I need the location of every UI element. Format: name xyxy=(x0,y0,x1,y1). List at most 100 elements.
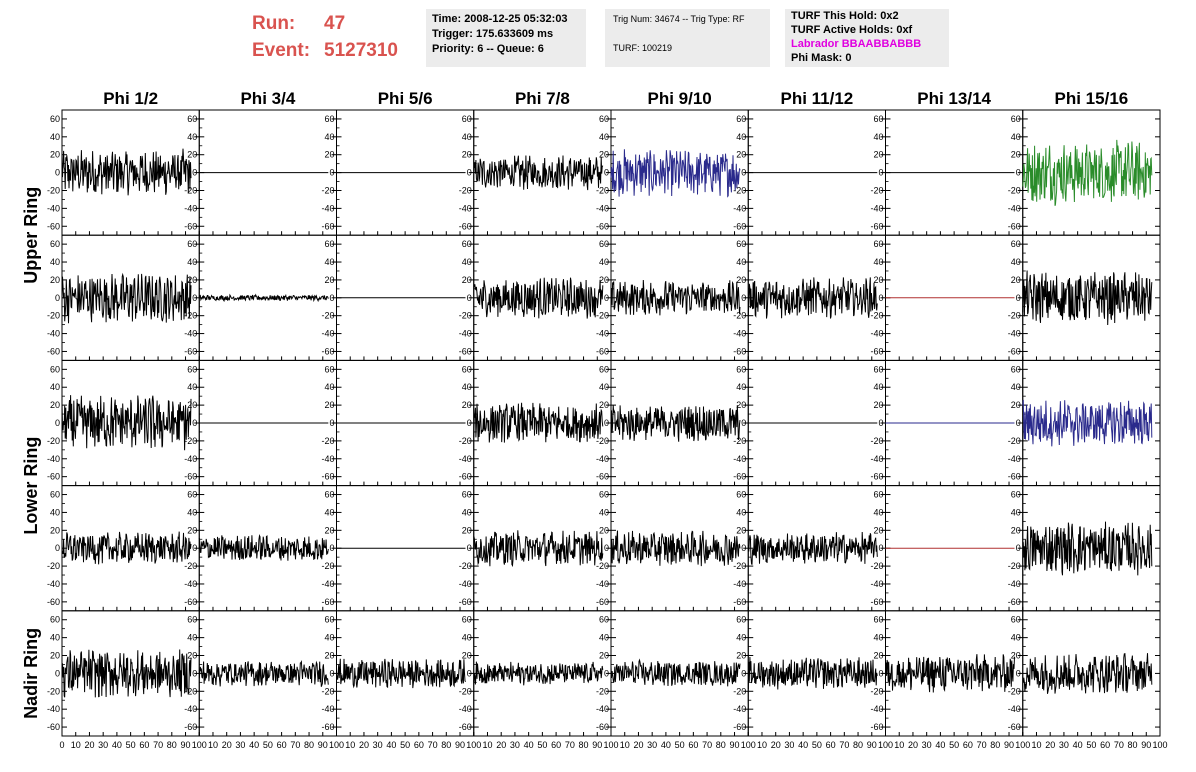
y-tick-label: 40 xyxy=(736,507,746,517)
waveform-trace xyxy=(747,531,878,565)
y-tick-label: -40 xyxy=(321,203,334,213)
x-tick-label: 60 xyxy=(1100,740,1110,750)
y-tick-label: 20 xyxy=(736,400,746,410)
y-tick-label: 0 xyxy=(55,293,60,303)
y-tick-label: 20 xyxy=(736,525,746,535)
y-tick-label: -60 xyxy=(1008,597,1021,607)
y-tick-label: 40 xyxy=(736,633,746,643)
priority-text: Priority: 6 -- Queue: 6 xyxy=(432,43,544,55)
y-tick-label: 0 xyxy=(467,668,472,678)
turf-text: TURF: 100219 xyxy=(613,43,673,53)
x-tick-label: 10 xyxy=(345,740,355,750)
x-tick-label: 60 xyxy=(414,740,424,750)
y-tick-label: -40 xyxy=(1008,704,1021,714)
y-tick-label: 60 xyxy=(599,114,609,124)
y-tick-label: 0 xyxy=(55,543,60,553)
trigger-text: Trigger: 175.633609 ms xyxy=(432,28,554,40)
panel-frame xyxy=(747,234,886,361)
x-tick-label: 10 xyxy=(894,740,904,750)
y-tick-label: 20 xyxy=(462,400,472,410)
y-tick-label: -60 xyxy=(870,221,883,231)
y-tick-label: 20 xyxy=(599,651,609,661)
y-tick-label: -60 xyxy=(733,597,746,607)
y-tick-label: -20 xyxy=(459,686,472,696)
y-tick-label: -60 xyxy=(459,722,472,732)
time-info-box: Time: 2008-12-25 05:32:03 Trigger: 175.6… xyxy=(426,9,586,67)
y-tick-label: 20 xyxy=(50,400,60,410)
y-tick-label: -40 xyxy=(321,454,334,464)
x-tick-label: 50 xyxy=(1086,740,1096,750)
y-tick-label: 40 xyxy=(873,633,883,643)
y-tick-label: -20 xyxy=(459,436,472,446)
y-tick-label: -20 xyxy=(321,686,334,696)
y-tick-label: -60 xyxy=(184,221,197,231)
x-tick-label: 40 xyxy=(798,740,808,750)
y-tick-label: -40 xyxy=(459,329,472,339)
y-tick-label: 60 xyxy=(1011,364,1021,374)
y-tick-label: 60 xyxy=(1011,114,1021,124)
y-tick-label: 20 xyxy=(50,275,60,285)
y-tick-label: -40 xyxy=(733,329,746,339)
y-tick-label: 0 xyxy=(604,543,609,553)
column-title: Phi 1/2 xyxy=(103,89,158,108)
y-tick-label: 40 xyxy=(599,132,609,142)
y-tick-label: 0 xyxy=(1016,293,1021,303)
y-tick-label: 20 xyxy=(324,651,334,661)
x-tick-label: 90 xyxy=(1004,740,1014,750)
y-tick-label: 60 xyxy=(1011,615,1021,625)
y-tick-label: 0 xyxy=(741,168,746,178)
x-tick-label: 80 xyxy=(990,740,1000,750)
x-tick-label: 50 xyxy=(126,740,136,750)
y-tick-label: -60 xyxy=(1008,722,1021,732)
turf-info-box: TURF This Hold: 0x2 TURF Active Holds: 0… xyxy=(785,9,949,67)
x-tick-label: 10 xyxy=(1031,740,1041,750)
y-tick-label: -40 xyxy=(596,203,609,213)
y-tick-label: -40 xyxy=(47,704,60,714)
y-tick-label: -40 xyxy=(459,704,472,714)
y-tick-label: 20 xyxy=(462,651,472,661)
y-tick-label: 40 xyxy=(50,507,60,517)
y-tick-label: -40 xyxy=(596,454,609,464)
event-label: Event: xyxy=(252,40,311,61)
y-tick-label: 40 xyxy=(873,257,883,267)
y-tick-label: -20 xyxy=(733,561,746,571)
waveform-trace xyxy=(610,530,741,567)
y-tick-label: 0 xyxy=(192,418,197,428)
x-tick-label: 50 xyxy=(949,740,959,750)
y-tick-label: 40 xyxy=(599,257,609,267)
y-tick-label: -60 xyxy=(184,346,197,356)
y-tick-label: -60 xyxy=(321,221,334,231)
y-tick-label: -20 xyxy=(733,185,746,195)
x-tick-label: 40 xyxy=(112,740,122,750)
y-tick-label: -40 xyxy=(733,454,746,464)
x-tick-label: 20 xyxy=(771,740,781,750)
y-tick-label: 0 xyxy=(878,418,883,428)
x-tick-label: 30 xyxy=(235,740,245,750)
y-tick-label: 0 xyxy=(467,293,472,303)
y-tick-label: -40 xyxy=(1008,329,1021,339)
y-tick-label: 60 xyxy=(736,364,746,374)
y-tick-label: -20 xyxy=(47,436,60,446)
waveform-trace xyxy=(61,395,192,451)
y-tick-label: -60 xyxy=(47,472,60,482)
x-tick-label: 70 xyxy=(565,740,575,750)
waveform-trace xyxy=(610,149,741,198)
y-tick-label: 20 xyxy=(187,400,197,410)
waveform-trace xyxy=(610,279,741,316)
y-tick-label: -60 xyxy=(870,722,883,732)
column-title: Phi 5/6 xyxy=(378,89,433,108)
y-tick-label: 20 xyxy=(873,651,883,661)
y-tick-label: 40 xyxy=(736,132,746,142)
turf-active-holds-text: TURF Active Holds: 0xf xyxy=(791,24,913,36)
x-tick-label: 80 xyxy=(441,740,451,750)
y-tick-label: 40 xyxy=(1011,257,1021,267)
y-tick-label: 60 xyxy=(462,239,472,249)
y-tick-label: -20 xyxy=(596,311,609,321)
x-tick-label: 100 xyxy=(466,740,481,750)
y-tick-label: -20 xyxy=(870,311,883,321)
y-tick-label: 60 xyxy=(462,615,472,625)
y-tick-label: 20 xyxy=(324,525,334,535)
y-tick-label: 40 xyxy=(1011,132,1021,142)
y-tick-label: -20 xyxy=(870,561,883,571)
y-tick-label: 0 xyxy=(192,543,197,553)
